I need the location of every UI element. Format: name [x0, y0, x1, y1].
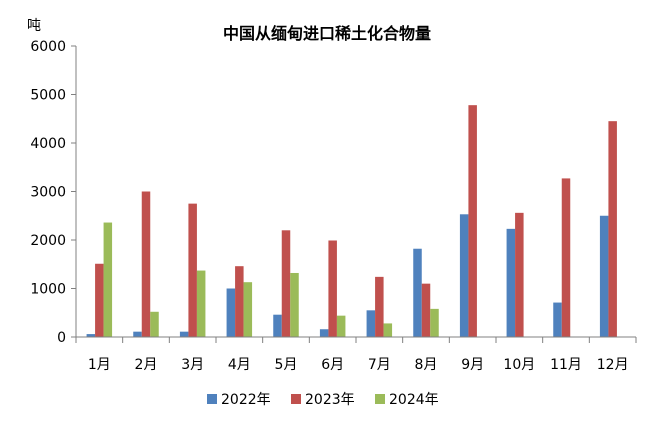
- legend-label: 2023年: [305, 392, 355, 408]
- bar-2022年-11月: [553, 302, 562, 337]
- legend-label: 2022年: [221, 392, 271, 408]
- bar-2022年-3月: [179, 331, 189, 337]
- bar-2022年-6月: [319, 329, 329, 337]
- y-axis-ticks: 0 1000 2000 3000 4000 5000 6000: [30, 39, 76, 346]
- y-tick-label: 5000: [30, 88, 66, 104]
- bar-2022年-9月: [459, 214, 469, 337]
- x-tick-label: 10月: [503, 357, 535, 373]
- bar-2022年-7月: [366, 310, 376, 337]
- bar-2022年-10月: [506, 228, 516, 337]
- legend-swatch-2022年: [207, 394, 217, 404]
- x-tick-label: 8月: [415, 357, 438, 373]
- legend: 2022年 2023年 2024年: [207, 392, 439, 408]
- x-axis-ticks: 1月 2月 3月 4月 5月 6月 7月 8月 9月 10月 11月 12月: [75, 337, 637, 373]
- bar-2022年-5月: [273, 314, 282, 337]
- x-tick-label: 1月: [88, 357, 111, 373]
- legend-swatch-2024年: [375, 394, 385, 404]
- bar-2023年-2月: [141, 191, 151, 337]
- x-tick-label: 4月: [228, 357, 251, 373]
- bar-2023年-1月: [95, 263, 104, 337]
- x-tick-label: 5月: [275, 357, 298, 373]
- y-tick-label: 3000: [30, 185, 66, 201]
- bar-2024年-3月: [196, 270, 206, 337]
- bar-2023年-10月: [515, 212, 524, 337]
- x-tick-label: 6月: [321, 357, 344, 373]
- x-tick-label: 3月: [181, 357, 204, 373]
- bar-2022年-8月: [413, 248, 422, 337]
- y-tick-label: 4000: [30, 136, 66, 152]
- bar-2023年-6月: [328, 240, 337, 337]
- bar-2022年-1月: [86, 334, 96, 337]
- legend-swatch-2023年: [291, 394, 301, 404]
- y-tick-label: 0: [57, 330, 66, 346]
- x-tick-label: 12月: [597, 357, 629, 373]
- bar-2024年-1月: [103, 222, 113, 337]
- y-tick-label: 6000: [30, 39, 66, 55]
- bar-2024年-5月: [290, 272, 299, 337]
- legend-label: 2024年: [389, 392, 439, 408]
- bar-2024年-4月: [243, 282, 253, 337]
- x-tick-label: 11月: [550, 357, 582, 373]
- bar-2024年-8月: [430, 308, 439, 337]
- bar-2023年-8月: [421, 283, 431, 337]
- bar-2023年-9月: [468, 105, 477, 337]
- bar-2023年-12月: [608, 121, 617, 337]
- chart-title: 中国从缅甸进口稀土化合物量: [223, 24, 431, 43]
- bar-2024年-2月: [150, 311, 159, 337]
- bar-2024年-7月: [383, 323, 393, 337]
- bar-2022年-2月: [133, 331, 142, 337]
- bar-2023年-11月: [561, 178, 571, 337]
- axes: [75, 46, 636, 338]
- bar-2022年-12月: [599, 215, 609, 337]
- y-tick-label: 1000: [30, 282, 66, 298]
- y-axis-unit-label: 吨: [27, 18, 41, 34]
- bar-2023年-4月: [235, 266, 244, 337]
- y-tick-label: 2000: [30, 233, 66, 249]
- x-tick-label: 2月: [135, 357, 158, 373]
- bar-2023年-3月: [188, 203, 197, 338]
- bar-2023年-5月: [281, 230, 291, 337]
- bar-2023年-7月: [375, 276, 384, 337]
- bar-2022年-4月: [226, 288, 236, 337]
- bars: [86, 105, 617, 338]
- x-tick-label: 9月: [461, 357, 484, 373]
- bar-2024年-6月: [336, 315, 346, 337]
- x-tick-label: 7月: [368, 357, 391, 373]
